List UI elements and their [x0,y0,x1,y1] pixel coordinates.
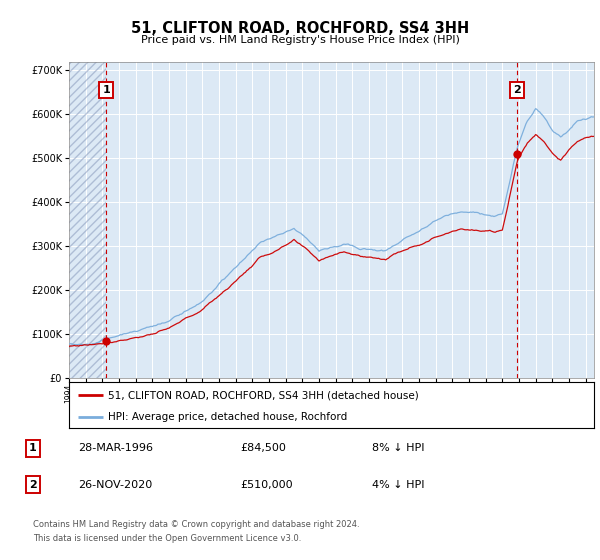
Text: 51, CLIFTON ROAD, ROCHFORD, SS4 3HH: 51, CLIFTON ROAD, ROCHFORD, SS4 3HH [131,21,469,36]
Text: Price paid vs. HM Land Registry's House Price Index (HPI): Price paid vs. HM Land Registry's House … [140,35,460,45]
Text: 26-NOV-2020: 26-NOV-2020 [78,479,152,489]
Bar [69,62,106,378]
Text: HPI: Average price, detached house, Rochford: HPI: Average price, detached house, Roch… [109,412,347,422]
Text: Contains HM Land Registry data © Crown copyright and database right 2024.: Contains HM Land Registry data © Crown c… [33,520,359,529]
Text: This data is licensed under the Open Government Licence v3.0.: This data is licensed under the Open Gov… [33,534,301,543]
Text: 51, CLIFTON ROAD, ROCHFORD, SS4 3HH (detached house): 51, CLIFTON ROAD, ROCHFORD, SS4 3HH (det… [109,390,419,400]
Text: 2: 2 [514,85,521,95]
Text: 1: 1 [29,444,37,454]
Text: 2: 2 [29,479,37,489]
Text: 4% ↓ HPI: 4% ↓ HPI [372,479,425,489]
Text: £84,500: £84,500 [240,444,286,454]
Text: 28-MAR-1996: 28-MAR-1996 [78,444,153,454]
Text: £510,000: £510,000 [240,479,293,489]
Text: 1: 1 [103,85,110,95]
Text: 8% ↓ HPI: 8% ↓ HPI [372,444,425,454]
